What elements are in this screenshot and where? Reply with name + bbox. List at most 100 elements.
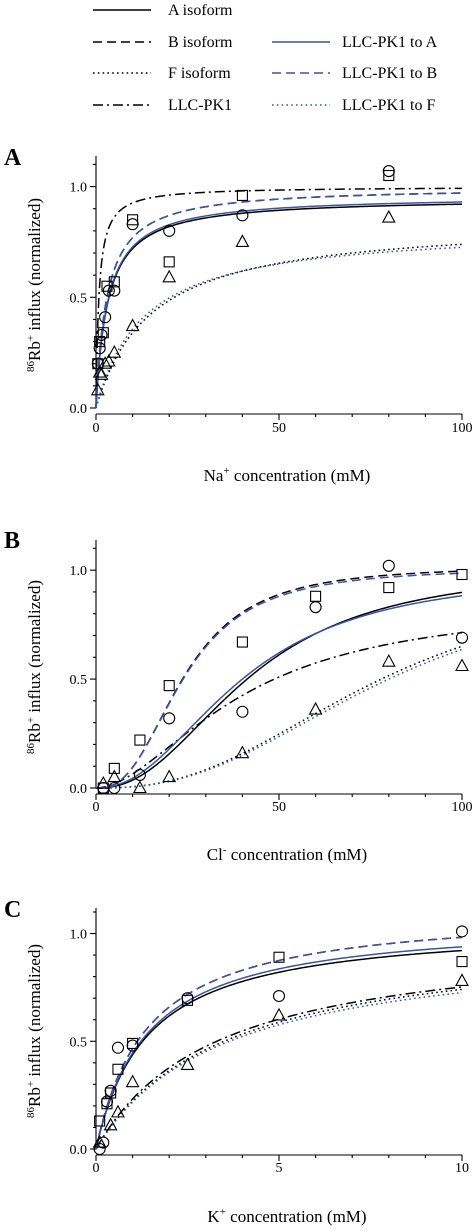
- y-tick-label: 0.5: [70, 1035, 88, 1050]
- x-axis-label: K+ concentration (mM): [207, 1206, 366, 1226]
- data-point-square: [236, 636, 248, 648]
- series-line: [95, 936, 463, 1150]
- series-line: [95, 187, 463, 409]
- data-point-circle: [309, 601, 322, 614]
- x-tick-label: 100: [452, 421, 473, 436]
- y-tick-label: 1.0: [70, 564, 88, 579]
- y-axis-label: 86Rb+ influx (normalized): [25, 580, 44, 754]
- data-point-triangle: [180, 1057, 195, 1071]
- series-line: [95, 991, 463, 1150]
- x-axis-label: Cl- concentration (mM): [207, 844, 367, 864]
- series-line: [95, 203, 463, 409]
- series-line: [95, 243, 463, 409]
- data-point-square: [127, 214, 139, 226]
- data-point-circle: [111, 1041, 125, 1054]
- data-point-square: [456, 568, 468, 581]
- data-point-square: [236, 189, 248, 201]
- data-point-triangle: [235, 234, 250, 247]
- data-point-triangle: [90, 382, 105, 396]
- data-point-triangle: [455, 658, 469, 672]
- data-point-square: [127, 1037, 139, 1049]
- legend-label: LLC-PK1: [168, 97, 232, 114]
- legend: A isoform B isoform F isoform LLC-PK1 LLC-PK…: [93, 2, 438, 114]
- legend-label: F isoform: [168, 65, 231, 82]
- data-point-square: [101, 1098, 113, 1110]
- x-tick-label: 0: [93, 421, 100, 436]
- y-tick-label: 0.0: [70, 402, 88, 417]
- series-line: [95, 246, 463, 409]
- y-tick-label: 1.0: [70, 928, 88, 943]
- data-point-triangle: [92, 1134, 107, 1148]
- data-point-circle: [95, 328, 108, 341]
- data-point-circle: [93, 1142, 106, 1156]
- data-point-triangle: [125, 1074, 140, 1088]
- data-point-circle: [163, 224, 176, 237]
- data-point-circle: [97, 1136, 110, 1149]
- x-tick-label: 50: [272, 421, 286, 436]
- panel-B: B 0.0 0.5 1.0 0 50 100 Cl- concentration (mM) 86…: [4, 528, 473, 864]
- data-point-square: [101, 280, 113, 292]
- series-line: [96, 591, 463, 789]
- data-point-square: [456, 956, 468, 968]
- data-point-circle: [133, 768, 146, 781]
- y-tick-label: 1.0: [70, 181, 88, 196]
- data-point-circle: [163, 712, 176, 725]
- legend-label: LLC-PK1 to B: [342, 65, 437, 82]
- series-line: [96, 645, 463, 789]
- legend-label: B isoform: [168, 34, 233, 51]
- panel-letter: B: [4, 528, 20, 554]
- x-tick-label: 0: [93, 800, 100, 815]
- data-point-circle: [272, 989, 286, 1003]
- data-point-square: [163, 256, 175, 268]
- data-point-triangle: [111, 1104, 125, 1118]
- y-tick-label: 0.5: [70, 673, 88, 688]
- series-line: [95, 946, 463, 1150]
- data-point-square: [94, 336, 106, 348]
- data-point-triangle: [125, 318, 140, 332]
- series-line: [95, 192, 463, 409]
- x-tick-label: 10: [455, 1161, 469, 1176]
- x-tick-label: 100: [452, 800, 473, 815]
- data-point-triangle: [162, 269, 177, 283]
- series-line: [96, 648, 463, 789]
- y-tick-label: 0.0: [70, 1143, 88, 1158]
- data-point-square: [97, 327, 109, 339]
- data-point-triangle: [98, 356, 113, 369]
- series-line: [95, 201, 463, 409]
- data-point-circle: [236, 705, 249, 718]
- data-point-triangle: [272, 1007, 286, 1021]
- data-point-triangle: [101, 353, 116, 367]
- series-line: [95, 949, 463, 1150]
- panel-C: C 0.0 0.5 1.0 0 5 10 K+ concentration (mM) 86Rb+…: [4, 897, 469, 1226]
- data-point-triangle: [107, 769, 122, 783]
- data-point-square: [383, 169, 395, 182]
- panel-A: A 0.0 0.5 1.0 0 50 100 Na+ concentration (mM) 86…: [4, 145, 473, 485]
- data-point-circle: [126, 218, 139, 231]
- data-point-triangle: [96, 775, 111, 789]
- data-point-triangle: [308, 701, 323, 715]
- data-point-triangle: [103, 1117, 118, 1131]
- y-tick-label: 0.0: [70, 782, 88, 797]
- series-line: [96, 595, 463, 789]
- x-tick-label: 5: [276, 1161, 283, 1176]
- data-point-circle: [382, 165, 395, 178]
- data-point-square: [94, 1115, 106, 1127]
- x-tick-label: 0: [93, 1161, 100, 1176]
- series-line: [95, 986, 463, 1150]
- data-point-triangle: [132, 780, 147, 794]
- data-point-triangle: [235, 745, 250, 759]
- data-point-square: [112, 1063, 124, 1075]
- data-point-circle: [99, 311, 112, 324]
- data-point-circle: [93, 342, 106, 355]
- data-point-square: [273, 951, 285, 963]
- legend-label: LLC-PK1 to F: [342, 97, 435, 114]
- y-tick-label: 0.5: [70, 291, 88, 306]
- data-point-square: [105, 1087, 117, 1099]
- data-point-circle: [455, 925, 469, 938]
- series-line: [95, 192, 463, 409]
- x-axis-label: Na+ concentration (mM): [204, 465, 371, 485]
- data-point-square: [383, 582, 395, 594]
- data-point-triangle: [455, 973, 469, 986]
- data-point-circle: [108, 284, 121, 297]
